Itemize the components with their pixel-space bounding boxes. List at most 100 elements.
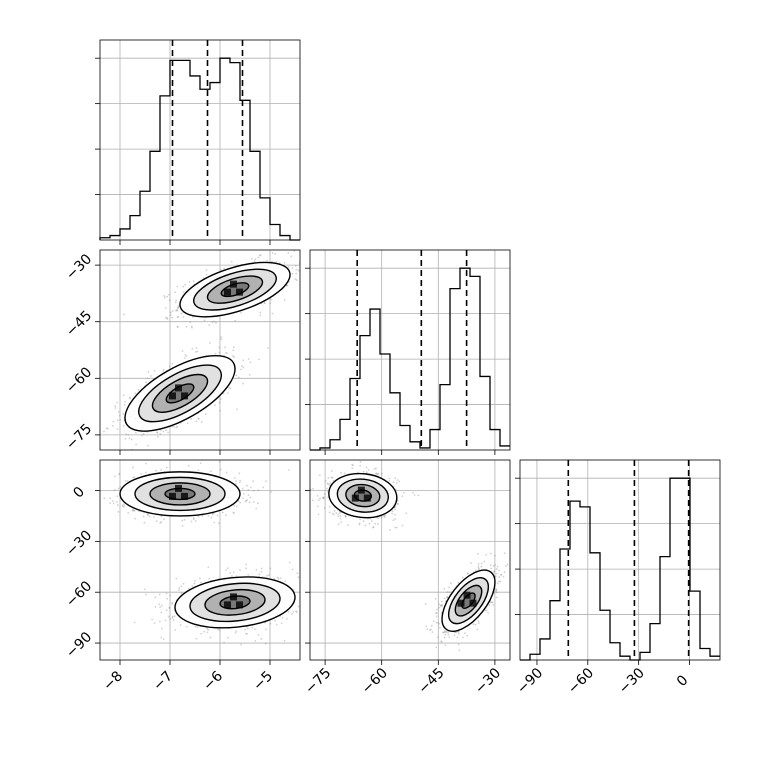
sample-point (129, 397, 132, 400)
sample-point (242, 382, 244, 385)
sample-point (148, 515, 151, 518)
sample-point (168, 365, 171, 368)
sample-point (200, 632, 203, 635)
sample-point (247, 494, 250, 497)
sample-point (394, 477, 397, 480)
sample-point (145, 462, 147, 465)
sample-point (180, 312, 183, 315)
sample-point (224, 346, 227, 349)
sample-point (259, 311, 262, 314)
sample-point (383, 516, 386, 518)
sample-point (495, 572, 498, 575)
sample-point (275, 261, 278, 263)
sample-point (87, 491, 89, 493)
sample-point (326, 487, 328, 490)
sample-point (255, 568, 258, 571)
sample-point (165, 609, 168, 611)
x-tick-label: −5 (250, 668, 276, 694)
density-panel (103, 250, 300, 454)
sample-point (246, 484, 248, 487)
sample-point (226, 567, 229, 570)
sample-point (434, 597, 437, 600)
sample-point (288, 561, 291, 564)
sample-point (167, 615, 170, 618)
sample-point (290, 255, 293, 258)
sample-point (213, 320, 216, 323)
sample-point (274, 619, 276, 622)
sample-point (395, 482, 398, 484)
x-tick-label: −60 (565, 665, 597, 697)
sample-point (291, 568, 294, 571)
sample-point (287, 610, 290, 613)
sample-point (162, 368, 165, 371)
sample-point (252, 500, 255, 503)
sample-point (500, 574, 502, 577)
sample-point (317, 513, 320, 516)
sample-point (190, 520, 193, 523)
sample-point (214, 352, 217, 355)
sample-point (323, 493, 326, 495)
sample-point (402, 491, 405, 494)
sample-point (277, 577, 280, 580)
sample-point (242, 359, 245, 362)
density-peak (363, 494, 371, 502)
sample-point (171, 310, 174, 312)
sample-point (175, 426, 178, 429)
sample-point (225, 471, 228, 474)
sample-point (398, 480, 401, 483)
sample-point (229, 387, 232, 390)
sample-point (283, 299, 286, 301)
sample-point (237, 376, 240, 379)
sample-point (401, 524, 404, 527)
sample-point (160, 611, 163, 614)
histogram-2 (310, 267, 510, 451)
sample-point (316, 505, 319, 508)
sample-point (254, 640, 257, 642)
sample-point (392, 519, 395, 522)
sample-point (235, 480, 237, 483)
sample-point (238, 472, 241, 475)
sample-point (377, 517, 380, 520)
sample-point (194, 625, 197, 628)
sample-point (359, 460, 362, 463)
sample-point (123, 452, 125, 454)
density-peak (357, 486, 365, 494)
sample-point (117, 411, 120, 413)
sample-point (295, 272, 298, 275)
sample-point (171, 615, 174, 618)
sample-point (106, 427, 109, 430)
density-peak (175, 384, 182, 392)
sample-point (375, 472, 377, 475)
sample-point (245, 563, 248, 566)
sample-point (166, 295, 169, 298)
sample-point (116, 401, 119, 404)
sample-point (303, 585, 305, 587)
sample-point (284, 580, 287, 583)
sample-point (158, 603, 161, 606)
sample-point (293, 250, 296, 252)
sample-point (226, 392, 229, 394)
sample-point (155, 520, 158, 523)
sample-point (490, 567, 493, 570)
sample-point (152, 516, 155, 518)
sample-point (116, 428, 119, 431)
sample-point (176, 285, 179, 288)
sample-point (219, 398, 222, 400)
sample-point (321, 496, 324, 499)
sample-point (156, 435, 159, 438)
sample-point (231, 354, 234, 357)
sample-point (339, 514, 342, 517)
sample-point (174, 301, 177, 304)
sample-point (151, 618, 154, 621)
sample-point (281, 616, 284, 619)
sample-point (237, 500, 240, 503)
sample-point (240, 312, 243, 314)
sample-point (457, 633, 460, 635)
sample-point (173, 426, 175, 428)
sample-point (185, 325, 188, 328)
sample-point (219, 268, 222, 271)
sample-point (453, 634, 456, 637)
sample-point (249, 496, 252, 499)
sample-point (367, 469, 370, 471)
